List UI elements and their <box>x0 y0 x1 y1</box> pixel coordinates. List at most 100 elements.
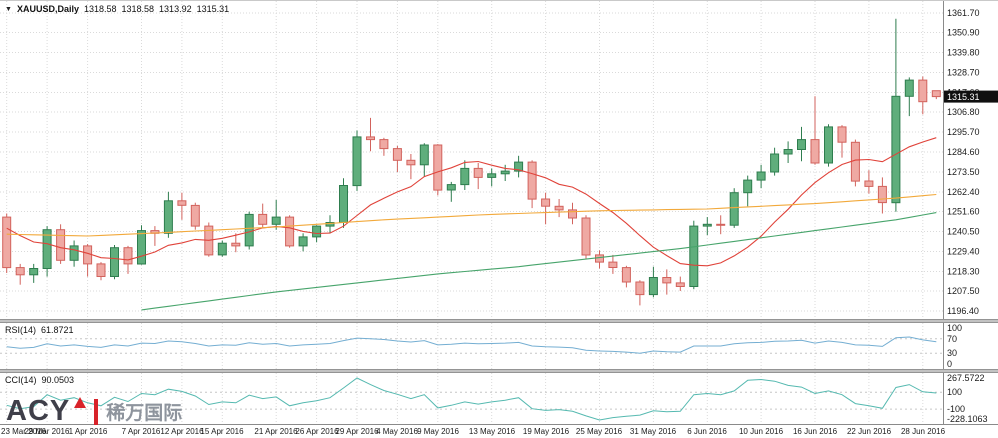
candle-body <box>419 144 429 166</box>
cci-axis-label: -100 <box>947 404 965 414</box>
candle-body <box>824 126 833 164</box>
price-axis-label: 1207.50 <box>947 286 980 296</box>
candle-body <box>217 242 227 256</box>
candle-body <box>285 216 295 247</box>
ma-slow-green <box>141 212 937 311</box>
candle-body <box>595 254 604 263</box>
candle-body <box>608 261 618 269</box>
candle-body <box>244 213 254 247</box>
candle-body <box>904 79 914 97</box>
candle-body <box>716 223 726 226</box>
ohlc-high: 1318.58 <box>121 4 155 14</box>
time-axis-border <box>0 424 998 425</box>
rsi-axis-label: 30 <box>947 348 957 358</box>
date-axis-label: 9 May 2016 <box>417 427 459 436</box>
candle-body <box>123 247 133 265</box>
rsi-value: 61.8721 <box>41 325 74 335</box>
candle-body <box>298 236 308 247</box>
price-axis-label: 1328.70 <box>947 68 980 78</box>
candle-body <box>312 225 322 238</box>
date-axis-label: 31 May 2016 <box>629 427 677 436</box>
candle-body <box>110 247 119 277</box>
candle-body <box>433 144 443 191</box>
candle-body <box>797 139 806 151</box>
brand-red-triangle-icon <box>74 397 87 408</box>
price-axis-label: 1218.30 <box>947 267 980 277</box>
candle-body <box>621 267 631 283</box>
candle-body <box>877 185 887 204</box>
candle-body <box>446 184 456 191</box>
candle-body <box>258 213 268 225</box>
symbol-dropdown-icon[interactable]: ▼ <box>5 5 12 13</box>
cci-axis-label: 100 <box>947 387 962 397</box>
candle-body <box>325 222 335 227</box>
candle-body <box>163 200 173 234</box>
date-axis-label: 13 May 2016 <box>468 427 516 436</box>
candle-body <box>56 229 66 261</box>
candle-body <box>743 179 753 194</box>
chart-title: ▼ XAUUSD,Daily 1318.58 1318.58 1313.92 1… <box>5 4 229 14</box>
ma-fast-red <box>6 137 937 267</box>
brand-chinese-text: 稀万国际 <box>106 403 183 424</box>
cci-value: 90.0503 <box>41 375 75 385</box>
date-axis-label: 19 May 2016 <box>522 427 570 436</box>
candle-body <box>864 180 874 187</box>
candle-body <box>702 223 712 227</box>
price-axis-label: 1240.50 <box>947 227 980 237</box>
candle-body <box>15 267 25 276</box>
cci-axis-label: -228.1063 <box>947 414 988 424</box>
candle-body <box>379 139 389 150</box>
date-axis-label: 25 May 2016 <box>575 427 623 436</box>
cci-indicator-panel[interactable]: 267.5722 100 -100-228.1063 <box>0 373 998 424</box>
candle-body <box>918 79 928 103</box>
symbol-label: XAUUSD,Daily <box>16 4 79 14</box>
cci-name: CCI(14) <box>5 375 37 385</box>
panel-separator[interactable] <box>0 369 998 373</box>
candle-body <box>527 161 537 200</box>
candle-body <box>42 229 52 269</box>
rsi-line <box>6 336 937 354</box>
date-axis-label: 22 Jun 2016 <box>846 427 892 436</box>
ma-mid-orange <box>6 193 937 237</box>
date-axis-label: 6 Jun 2016 <box>687 427 727 436</box>
time-axis[interactable]: 23 Mar 2016 29 Mar 2016 1 Apr 2016 7 Apr 20… <box>0 425 998 438</box>
cci-line <box>6 377 937 421</box>
candle-body <box>460 167 470 186</box>
rsi-axis-label: 100 <box>947 323 962 333</box>
ohlc-open: 1318.58 <box>83 4 117 14</box>
candle-body <box>406 159 416 166</box>
price-axis-label: 1339.80 <box>947 48 980 58</box>
cci-indicator-label: CCI(14) 90.0503 <box>5 375 74 385</box>
rsi-indicator-label: RSI(14) 61.8721 <box>5 325 74 335</box>
candle-body <box>473 167 483 178</box>
price-axis-label: 1273.50 <box>947 167 980 177</box>
cci-axis-label: 267.5722 <box>947 373 985 383</box>
date-axis-label: 26 Apr 2016 <box>295 427 339 436</box>
price-axis-label: 1229.40 <box>947 247 980 257</box>
date-axis-label: 12 Apr 2016 <box>160 427 204 436</box>
brand-watermark: ACY 稀万国际 <box>6 397 182 426</box>
candle-body <box>568 209 577 219</box>
candle-body <box>837 126 847 143</box>
ohlc-low: 1313.92 <box>159 4 192 14</box>
candle-body <box>729 192 739 226</box>
candle-body <box>648 277 658 296</box>
main-price-panel[interactable]: 1361.701350.901339.801328.701317.601306.… <box>0 1 998 319</box>
candle-body <box>69 245 79 261</box>
candle-body <box>487 173 497 178</box>
date-axis-label: 23 Mar 2016 <box>1 427 46 436</box>
candle-body <box>850 141 860 182</box>
panel-separator[interactable] <box>0 319 998 323</box>
candle-body <box>810 139 820 164</box>
price-axis-label: 1251.60 <box>947 207 980 217</box>
candle-body <box>891 95 901 204</box>
candle-body <box>29 268 39 276</box>
candle-body <box>770 153 780 173</box>
candle-body <box>756 171 766 181</box>
date-axis-label: 28 Jun 2016 <box>900 427 946 436</box>
date-axis-label: 29 Apr 2016 <box>335 427 379 436</box>
candle-body <box>392 148 402 161</box>
candle-body <box>541 198 551 207</box>
